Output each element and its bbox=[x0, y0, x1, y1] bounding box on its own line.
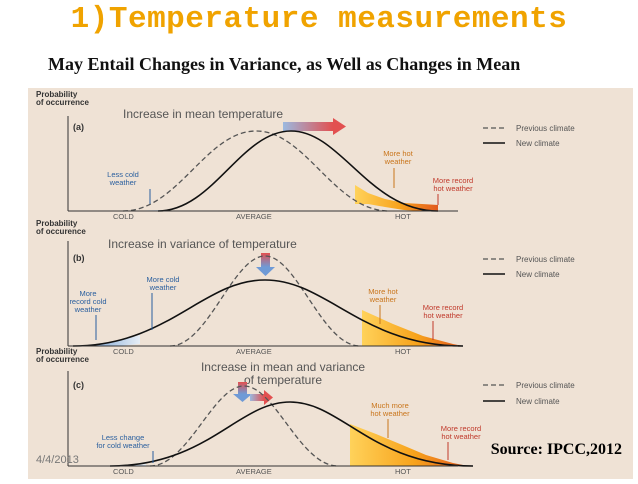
panel-heading-line2: of temperature bbox=[244, 373, 322, 387]
panel-letter: (c) bbox=[73, 380, 84, 390]
variance-arrow bbox=[238, 382, 247, 394]
x-tick-cold: COLD bbox=[113, 212, 134, 221]
x-tick-average: AVERAGE bbox=[236, 347, 272, 356]
hot-annotation-line2: hot weather bbox=[370, 409, 410, 418]
legend-previous-label: Previous climate bbox=[516, 124, 575, 133]
record-annotation-line2: hot weather bbox=[423, 311, 463, 320]
x-tick-average: AVERAGE bbox=[236, 212, 272, 221]
cold-annotation-line2: weather bbox=[149, 283, 177, 292]
hot-annotation-line1: More hot bbox=[383, 149, 414, 158]
cold-annotation-line1: More cold bbox=[147, 275, 180, 284]
hot-tail-shading bbox=[355, 185, 438, 211]
record-annotation-line1: More record bbox=[433, 176, 473, 185]
shift-right-arrowhead bbox=[264, 390, 273, 405]
cold-tail-shading bbox=[68, 335, 140, 346]
panel-a: Probability of occurrence (a) Increase i… bbox=[36, 90, 575, 221]
slide-title: 1)Temperature measurements bbox=[70, 2, 568, 37]
record-cold-annotation-line1: More bbox=[79, 289, 96, 298]
variance-arrow bbox=[261, 253, 270, 267]
x-tick-hot: HOT bbox=[395, 347, 411, 356]
slide-date: 4/4/2013 bbox=[36, 454, 79, 466]
y-axis-label-line1: Probability bbox=[36, 347, 78, 356]
previous-climate-curve bbox=[122, 130, 390, 212]
x-tick-hot: HOT bbox=[395, 212, 411, 221]
legend-new-label: New climate bbox=[516, 397, 560, 406]
climate-diagram: Probability of occurrence (a) Increase i… bbox=[28, 88, 633, 479]
cold-annotation-line2: for cold weather bbox=[96, 441, 150, 450]
previous-climate-curve bbox=[149, 385, 339, 467]
record-annotation-line2: hot weather bbox=[441, 432, 481, 441]
hot-annotation-line1: Much more bbox=[371, 401, 409, 410]
panel-heading-line1: Increase in mean and variance bbox=[201, 360, 365, 374]
hot-annotation-line2: weather bbox=[369, 295, 397, 304]
y-axis-label-line1: Probability bbox=[36, 90, 78, 99]
y-axis-label-line2: of occurence bbox=[36, 227, 86, 236]
source-citation: Source: IPCC,2012 bbox=[490, 441, 622, 458]
legend-previous-label: Previous climate bbox=[516, 255, 575, 264]
panel-c: Probability of occurrence (c) Increase i… bbox=[36, 347, 575, 476]
panel-heading: Increase in variance of temperature bbox=[108, 237, 297, 251]
panel-letter: (a) bbox=[73, 122, 84, 132]
cold-annotation-line1: Less change bbox=[102, 433, 145, 442]
y-axis-label-line2: of occurrence bbox=[36, 355, 89, 364]
shift-right-arrow bbox=[283, 122, 333, 131]
legend-new-label: New climate bbox=[516, 139, 560, 148]
variance-arrowhead bbox=[256, 267, 275, 276]
y-axis-label-line2: of occurrence bbox=[36, 98, 89, 107]
slide-subtitle: May Entail Changes in Variance, as Well … bbox=[48, 54, 521, 74]
hot-annotation-line1: More hot bbox=[368, 287, 399, 296]
record-annotation-line2: hot weather bbox=[433, 184, 473, 193]
x-tick-cold: COLD bbox=[113, 467, 134, 476]
panel-heading: Increase in mean temperature bbox=[123, 107, 283, 121]
record-cold-annotation-line2: record cold bbox=[69, 297, 106, 306]
cold-annotation-line2: weather bbox=[109, 178, 137, 187]
hot-annotation-line2: weather bbox=[384, 157, 412, 166]
panel-letter: (b) bbox=[73, 253, 85, 263]
variance-arrowhead bbox=[233, 394, 252, 402]
record-annotation-line1: More record bbox=[441, 424, 481, 433]
new-climate-curve bbox=[109, 401, 474, 467]
x-tick-average: AVERAGE bbox=[236, 467, 272, 476]
record-annotation-line1: More record bbox=[423, 303, 463, 312]
shift-right-arrow bbox=[250, 394, 264, 401]
cold-annotation-line1: Less cold bbox=[107, 170, 139, 179]
y-axis-label-line1: Probability bbox=[36, 219, 78, 228]
x-tick-hot: HOT bbox=[395, 467, 411, 476]
legend-previous-label: Previous climate bbox=[516, 381, 575, 390]
x-tick-cold: COLD bbox=[113, 347, 134, 356]
new-climate-curve bbox=[157, 130, 439, 212]
hot-tail-shading bbox=[350, 424, 468, 466]
hot-tail-shading bbox=[362, 310, 463, 346]
record-cold-annotation-line3: weather bbox=[74, 305, 102, 314]
legend-new-label: New climate bbox=[516, 270, 560, 279]
shift-right-arrowhead bbox=[333, 118, 346, 135]
panel-b: Probability of occurence (b) Increase in… bbox=[36, 219, 575, 356]
new-climate-curve bbox=[72, 279, 464, 347]
